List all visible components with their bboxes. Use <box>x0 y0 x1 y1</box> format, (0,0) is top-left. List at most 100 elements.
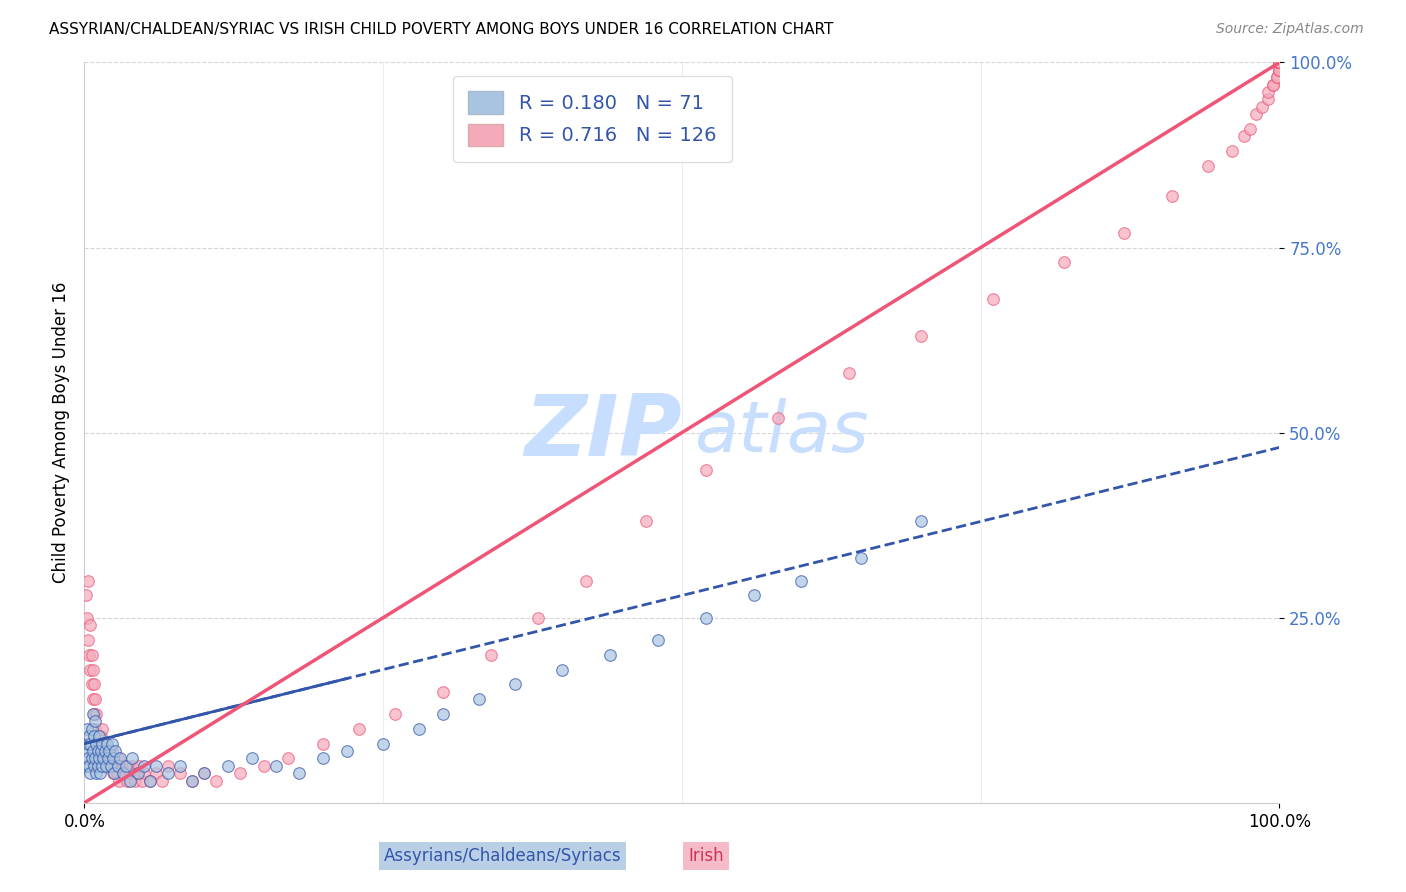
Point <box>1268 55 1291 70</box>
Point <box>1268 62 1291 77</box>
Point <box>77 648 100 662</box>
Point <box>1268 55 1291 70</box>
Point <box>76 744 98 758</box>
Point <box>1268 55 1291 70</box>
Point <box>98 744 121 758</box>
Point <box>86 729 108 743</box>
Text: Source: ZipAtlas.com: Source: ZipAtlas.com <box>1216 22 1364 37</box>
Point <box>1233 129 1256 144</box>
Point <box>551 663 574 677</box>
Point <box>479 648 502 662</box>
Point <box>288 766 311 780</box>
Point <box>131 773 153 788</box>
Point <box>1268 55 1291 70</box>
Point <box>84 722 107 736</box>
Point <box>80 677 103 691</box>
Point <box>93 744 115 758</box>
Point <box>93 751 115 765</box>
Point <box>1268 55 1291 70</box>
Point <box>77 729 100 743</box>
Text: atlas: atlas <box>695 398 869 467</box>
Point <box>384 706 406 721</box>
Point <box>110 751 132 765</box>
Point <box>253 758 276 772</box>
Point <box>86 744 108 758</box>
Point <box>1268 55 1291 70</box>
Point <box>77 632 100 647</box>
Point <box>76 610 98 624</box>
Point <box>118 766 141 780</box>
Point <box>1268 55 1291 70</box>
Point <box>101 744 124 758</box>
Point <box>86 737 108 751</box>
Point <box>373 737 395 751</box>
Point <box>124 773 146 788</box>
Point <box>93 744 115 758</box>
Point <box>1268 55 1291 70</box>
Point <box>503 677 526 691</box>
Point <box>1268 55 1291 70</box>
Point <box>101 737 124 751</box>
Point <box>1265 70 1288 85</box>
Point <box>91 751 114 765</box>
Point <box>1239 122 1261 136</box>
Point <box>1268 55 1291 70</box>
Point <box>157 758 180 772</box>
Legend: R = 0.180   N = 71, R = 0.716   N = 126: R = 0.180 N = 71, R = 0.716 N = 126 <box>453 76 731 161</box>
Point <box>83 677 105 691</box>
Point <box>101 751 124 765</box>
Point <box>86 766 108 780</box>
Y-axis label: Child Poverty Among Boys Under 16: Child Poverty Among Boys Under 16 <box>52 282 70 583</box>
Point <box>1268 55 1291 70</box>
Point <box>432 685 454 699</box>
Point <box>1268 55 1291 70</box>
Point <box>107 751 129 765</box>
Point <box>695 610 717 624</box>
Point <box>145 766 167 780</box>
Point <box>117 773 139 788</box>
Point <box>1268 55 1291 70</box>
Point <box>1053 255 1076 269</box>
Point <box>115 758 138 772</box>
Point <box>79 766 101 780</box>
Point <box>240 751 263 765</box>
Point <box>1268 55 1291 70</box>
Point <box>79 737 101 751</box>
Point <box>169 766 191 780</box>
Point <box>87 751 110 765</box>
Point <box>157 766 180 780</box>
Point <box>1265 70 1288 85</box>
Point <box>1268 55 1291 70</box>
Point <box>1268 55 1291 70</box>
Text: ASSYRIAN/CHALDEAN/SYRIAC VS IRISH CHILD POVERTY AMONG BOYS UNDER 16 CORRELATION : ASSYRIAN/CHALDEAN/SYRIAC VS IRISH CHILD … <box>49 22 834 37</box>
Point <box>80 648 103 662</box>
Point <box>128 758 150 772</box>
Point <box>75 589 97 603</box>
Point <box>636 515 658 529</box>
Point <box>86 737 108 751</box>
Point <box>125 766 148 780</box>
Point <box>82 663 104 677</box>
Point <box>103 766 125 780</box>
Point <box>93 751 115 765</box>
Point <box>1268 55 1291 70</box>
Point <box>97 744 120 758</box>
Point <box>1161 188 1184 202</box>
Point <box>1268 55 1291 70</box>
Point <box>91 758 114 772</box>
Point <box>97 751 120 765</box>
Point <box>82 692 104 706</box>
Point <box>193 766 215 780</box>
Point <box>121 758 143 772</box>
Point <box>83 758 105 772</box>
Point <box>1263 78 1285 92</box>
Point <box>766 410 789 425</box>
Point <box>100 758 122 772</box>
Point <box>90 744 112 758</box>
Point <box>91 722 114 736</box>
Point <box>1268 55 1291 70</box>
Point <box>647 632 669 647</box>
Point <box>145 758 167 772</box>
Point <box>1197 159 1219 173</box>
Point <box>408 722 430 736</box>
